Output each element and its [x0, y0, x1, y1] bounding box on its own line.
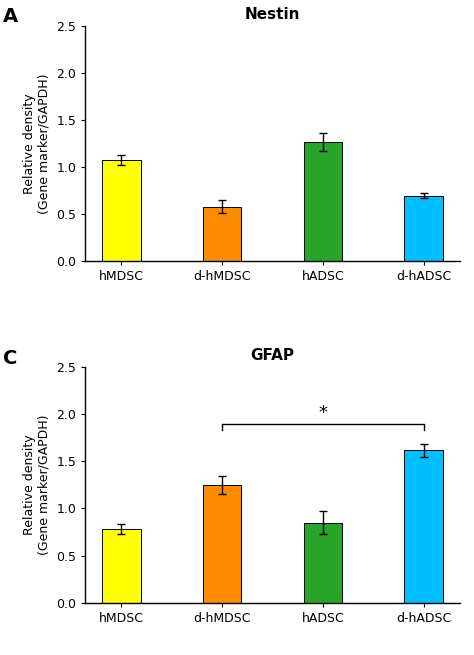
Title: Nestin: Nestin: [245, 7, 301, 22]
Bar: [304, 523, 342, 603]
Bar: [102, 160, 141, 261]
Bar: [203, 207, 241, 261]
Text: A: A: [3, 7, 18, 26]
Bar: [102, 529, 141, 603]
Y-axis label: Relative density
(Gene marker/GAPDH): Relative density (Gene marker/GAPDH): [23, 415, 51, 555]
Bar: [304, 142, 342, 261]
Text: *: *: [319, 404, 328, 422]
Title: GFAP: GFAP: [251, 348, 294, 364]
Bar: [203, 485, 241, 603]
Bar: [404, 450, 443, 603]
Text: C: C: [3, 348, 18, 367]
Y-axis label: Relative density
(Gene marker/GAPDH): Relative density (Gene marker/GAPDH): [23, 73, 51, 214]
Bar: [404, 196, 443, 261]
